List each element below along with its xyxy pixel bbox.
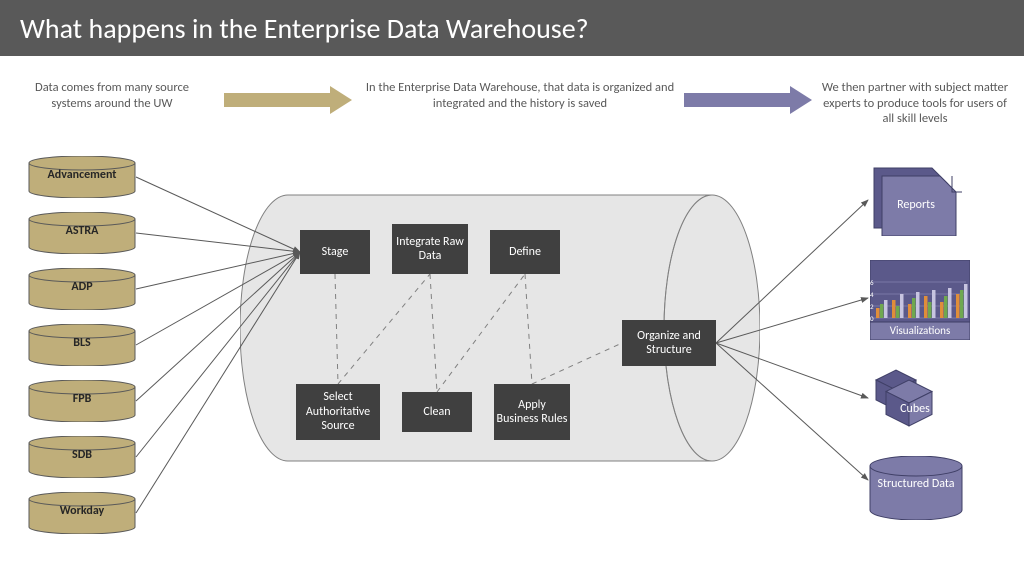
page-header: What happens in the Enterprise Data Ware…	[0, 0, 1024, 56]
flow-arrow-left	[224, 86, 352, 114]
source-db: SDB	[28, 436, 136, 478]
output-reports: Reports	[870, 164, 962, 236]
output-visualizations: 0246 Visualizations	[870, 260, 970, 340]
source-db: BLS	[28, 324, 136, 366]
source-db-label: ASTRA	[28, 224, 136, 238]
svg-text:4: 4	[870, 290, 874, 299]
source-systems: Advancement ASTRA ADP	[28, 156, 136, 548]
process-step: Organize and Structure	[622, 320, 716, 366]
page-title: What happens in the Enterprise Data Ware…	[20, 11, 589, 46]
source-db: ASTRA	[28, 212, 136, 254]
process-step: Integrate Raw Data	[392, 224, 468, 274]
caption-middle: In the Enterprise Data Warehouse, that d…	[360, 80, 680, 111]
process-step: Clean	[402, 392, 472, 432]
source-db-label: Advancement	[28, 168, 136, 182]
source-db-label: SDB	[28, 448, 136, 462]
caption-left: Data comes from many source systems arou…	[22, 80, 202, 111]
caption-right: We then partner with subject matter expe…	[820, 80, 1010, 127]
source-db-label: BLS	[28, 336, 136, 350]
svg-text:6: 6	[870, 278, 874, 287]
source-db-label: ADP	[28, 280, 136, 294]
output-cubes: Cubes	[872, 366, 958, 434]
process-step: Define	[490, 230, 560, 274]
source-db-label: Workday	[28, 504, 136, 518]
source-db-label: FPB	[28, 392, 136, 406]
svg-text:2: 2	[870, 302, 874, 311]
source-db: FPB	[28, 380, 136, 422]
source-db: ADP	[28, 268, 136, 310]
output-structured: Structured Data	[868, 456, 964, 520]
flow-arrow-right	[684, 86, 812, 114]
process-step: Apply Business Rules	[494, 384, 570, 440]
source-db: Workday	[28, 492, 136, 534]
process-step: Stage	[300, 230, 370, 274]
process-step: Select Authoritative Source	[296, 384, 380, 440]
source-db: Advancement	[28, 156, 136, 198]
